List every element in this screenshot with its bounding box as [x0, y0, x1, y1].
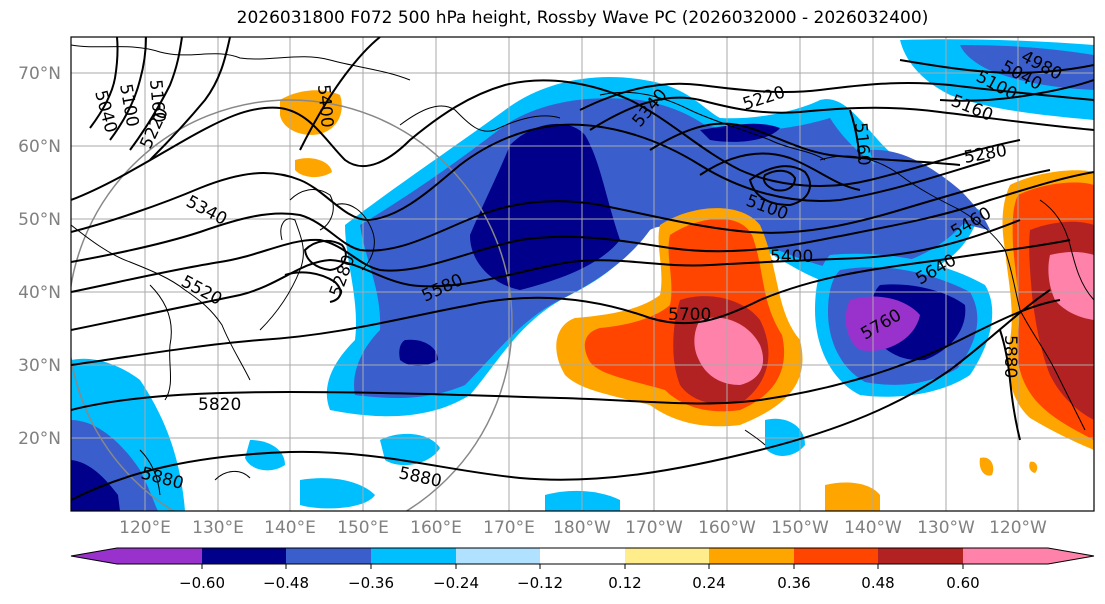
- lon-label: 130°W: [917, 518, 975, 538]
- colorbar: −0.60 −0.48 −0.36 −0.24 −0.12 0.12 0.24 …: [70, 547, 1095, 592]
- height-contours: [71, 37, 1094, 501]
- lon-label: 150°E: [337, 518, 389, 538]
- lat-label-40n: 40°N: [18, 283, 61, 303]
- colorbar-tick-label: 0.48: [861, 574, 894, 592]
- positive-anomaly-region: [295, 158, 332, 178]
- contour-label: 5160: [145, 79, 169, 124]
- contour-label: 5820: [198, 395, 241, 415]
- map-frame: [70, 36, 1095, 512]
- colorbar-swatch: [540, 548, 625, 564]
- negative-anomaly-region: [71, 460, 120, 511]
- positive-anomaly-region: [1029, 461, 1038, 473]
- lon-label: 160°E: [410, 518, 462, 538]
- colorbar-tick-labels: −0.60 −0.48 −0.36 −0.24 −0.12 0.12 0.24 …: [179, 574, 980, 592]
- lon-label: 140°W: [844, 518, 902, 538]
- lon-label: 170°W: [625, 518, 683, 538]
- contour-label: 5400: [770, 247, 813, 267]
- colorbar-tick-label: 0.36: [777, 574, 810, 592]
- negative-anomaly-region: [300, 478, 375, 509]
- lon-label: 130°E: [192, 518, 244, 538]
- positive-anomaly-region: [694, 317, 764, 385]
- contour-label: 5880: [1000, 335, 1020, 378]
- colorbar-tick-label: −0.60: [179, 574, 225, 592]
- lon-label: 150°W: [771, 518, 829, 538]
- lon-label: 120°W: [989, 518, 1047, 538]
- lon-label: 170°E: [483, 518, 535, 538]
- reference-circle: [71, 99, 513, 511]
- negative-anomaly-region: [700, 123, 780, 142]
- lon-label: 160°W: [698, 518, 756, 538]
- lat-label-30n: 30°N: [18, 356, 61, 376]
- lat-label-70n: 70°N: [18, 64, 61, 84]
- positive-anomaly-region: [825, 482, 880, 511]
- colorbar-swatch: [625, 548, 709, 564]
- lon-label: 120°E: [119, 518, 171, 538]
- longitude-labels: 120°E 130°E 140°E 150°E 160°E 170°E 180°…: [119, 518, 1047, 538]
- negative-anomaly-region: [960, 45, 1094, 90]
- positive-anomaly-region: [1048, 251, 1094, 320]
- colorbar-tick-label: −0.36: [348, 574, 394, 592]
- colorbar-swatch: [794, 548, 878, 564]
- colorbar-swatch: [202, 548, 286, 564]
- colorbar-tick-label: 0.12: [608, 574, 641, 592]
- lon-label: 140°E: [264, 518, 316, 538]
- positive-anomaly-region: [979, 457, 994, 476]
- colorbar-swatch: [371, 548, 456, 564]
- chart-title: 2026031800 F072 500 hPa height, Rossby W…: [236, 8, 929, 28]
- negative-anomaly-region: [380, 433, 440, 466]
- negative-anomaly-region: [845, 296, 920, 351]
- colorbar-outline: [70, 547, 1095, 565]
- colorbar-swatch: [709, 548, 794, 564]
- colorbar-swatch: [286, 548, 371, 564]
- lat-label-60n: 60°N: [18, 137, 61, 157]
- colorbar-swatch-low-extend: [71, 548, 202, 564]
- lat-label-20n: 20°N: [18, 429, 61, 449]
- colorbar-tick-label: 0.60: [946, 574, 979, 592]
- lat-label-50n: 50°N: [18, 210, 61, 230]
- colorbar-swatch-high-extend: [963, 548, 1094, 564]
- colorbar-tick-label: −0.48: [263, 574, 309, 592]
- colorbar-swatches: [70, 547, 1095, 565]
- colorbar-tick-label: 0.24: [692, 574, 725, 592]
- colorbar-tick-marks: [201, 564, 964, 569]
- colorbar-swatch: [456, 548, 540, 564]
- negative-anomaly-region: [399, 339, 438, 366]
- colorbar-tick-label: −0.24: [433, 574, 479, 592]
- colorbar-tick-label: −0.12: [517, 574, 563, 592]
- negative-anomaly-region: [245, 440, 285, 471]
- contour-label: 5160: [850, 122, 874, 167]
- contour-label: 5700: [668, 305, 711, 325]
- anomaly-shading: [71, 39, 1094, 511]
- latitude-labels: 70°N 60°N 50°N 40°N 30°N 20°N: [18, 64, 61, 449]
- colorbar-swatch: [878, 548, 963, 564]
- lon-label: 180°W: [553, 518, 611, 538]
- contour-label: 5400: [313, 84, 337, 129]
